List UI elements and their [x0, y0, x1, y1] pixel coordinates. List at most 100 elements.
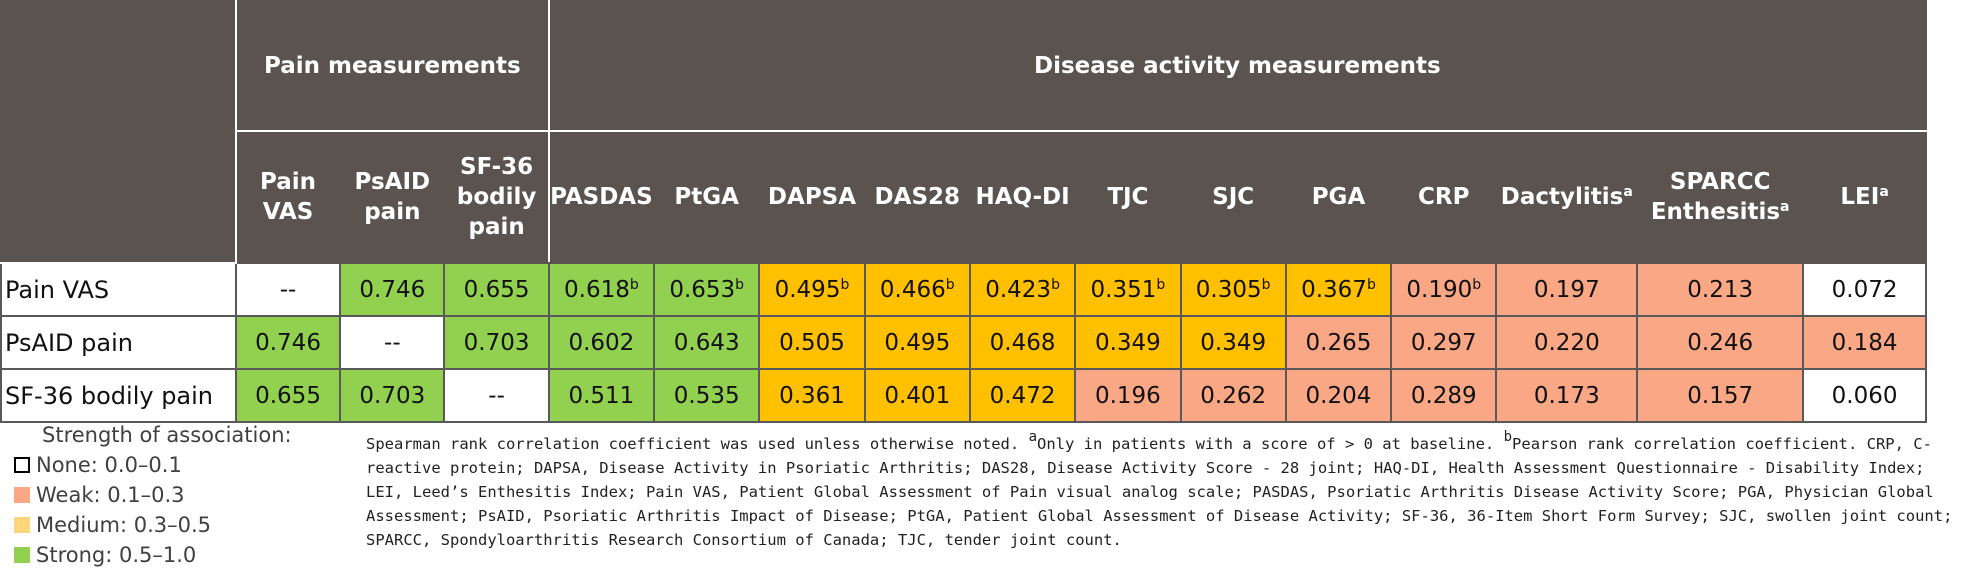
column-header: LEIa — [1802, 130, 1927, 264]
cell-value: 0.746 — [359, 276, 426, 303]
cell-value: 0.643 — [673, 329, 740, 356]
table-cell: 0.197 — [1495, 262, 1639, 317]
cell-value: 0.349 — [1200, 329, 1267, 356]
table-cell: 0.472 — [968, 368, 1077, 423]
cell-value: 0.367 — [1301, 276, 1367, 303]
cell-sup: b — [840, 276, 850, 293]
column-header-label: Pain VAS — [260, 169, 317, 225]
cell-value: 0.265 — [1305, 329, 1372, 356]
table-cell: 0.157 — [1636, 368, 1805, 423]
column-header-label: PsAID pain — [354, 169, 431, 225]
table-cell: 0.643 — [653, 315, 761, 370]
legend-title: Strength of association: — [42, 423, 292, 447]
table-row: Pain VAS -- 0.746 0.655 0.618b 0.653b 0.495b 0.… — [0, 262, 1927, 317]
column-header: DAS28 — [863, 130, 971, 264]
table-cell: 0.655 — [234, 368, 342, 423]
row-label: PsAID pain — [0, 315, 237, 370]
table-cell: 0.468 — [968, 315, 1077, 370]
table-cell: 0.653b — [653, 262, 761, 317]
column-header-label: DAPSA — [767, 184, 857, 210]
cell-value: 0.204 — [1305, 382, 1372, 409]
cell-value: 0.262 — [1200, 382, 1267, 409]
cell-value: 0.468 — [989, 329, 1056, 356]
footnote-sup-a: a — [1028, 429, 1037, 445]
table-cell: 0.265 — [1284, 315, 1393, 370]
table-cell: 0.220 — [1495, 315, 1639, 370]
table-cell: 0.204 — [1284, 368, 1393, 423]
column-header-row: Pain VAS PsAID pain SF-36 bodily pain PASDA… — [1, 130, 1927, 264]
cell-value: 0.655 — [463, 276, 530, 303]
column-header-label: PASDAS — [550, 184, 653, 210]
cell-sup: b — [1366, 276, 1376, 293]
table-cell: 0.401 — [863, 368, 971, 423]
table-cell: 0.060 — [1802, 368, 1927, 423]
table-row: PsAID pain 0.746 -- 0.703 0.602 0.643 0.505 0.4… — [0, 315, 1927, 370]
cell-value: 0.495 — [884, 329, 951, 356]
table-cell: 0.495 — [863, 315, 971, 370]
cell-value: 0.213 — [1687, 276, 1754, 303]
legend: Strength of association: None: 0.0–0.1 We… — [14, 423, 292, 570]
table-cell: 0.423b — [968, 262, 1077, 317]
group-header-pain: Pain measurements — [234, 0, 550, 132]
table-cell: -- — [234, 262, 342, 317]
cell-value: 0.466 — [879, 276, 946, 303]
column-header: TJC — [1074, 130, 1182, 264]
column-header-label: TJC — [1107, 184, 1149, 210]
table-cell: 0.703 — [339, 368, 446, 423]
cell-value: 0.190 — [1406, 276, 1473, 303]
table-cell: 0.746 — [339, 262, 446, 317]
cell-value: 0.184 — [1831, 329, 1898, 356]
table-cell: 0.361 — [758, 368, 866, 423]
cell-value: 0.505 — [779, 329, 845, 356]
cell-value: 0.246 — [1687, 329, 1754, 356]
cell-sup: b — [1472, 276, 1482, 293]
legend-items: None: 0.0–0.1 Weak: 0.1–0.3 Medium: 0.3–0.… — [14, 450, 292, 570]
footnote: Spearman rank correlation coefficient wa… — [366, 429, 1960, 552]
table-cell: 0.297 — [1390, 315, 1498, 370]
table-cell: 0.746 — [234, 315, 342, 370]
column-header: HAQ-DI — [968, 130, 1077, 264]
cell-value: 0.361 — [779, 382, 845, 409]
footnote-part-3: Pearson rank correlation coefficient. CR… — [366, 435, 1953, 549]
legend-swatch — [14, 517, 30, 533]
column-header: Pain VAS — [234, 130, 342, 264]
cell-sup: b — [1156, 276, 1166, 293]
cell-value: 0.472 — [989, 382, 1056, 409]
column-header-label: SPARCC Enthesitis — [1650, 169, 1781, 225]
column-header: SPARCC Enthesitisa — [1636, 130, 1805, 264]
legend-label: Strong: 0.5–1.0 — [36, 543, 197, 567]
cell-value: 0.602 — [568, 329, 635, 356]
column-header: SJC — [1179, 130, 1287, 264]
cell-value: -- — [279, 276, 297, 303]
table-cell: 0.349 — [1074, 315, 1182, 370]
cell-value: 0.305 — [1195, 276, 1262, 303]
cell-value: -- — [384, 329, 401, 356]
table-cell: 0.289 — [1390, 368, 1498, 423]
table-cell: 0.655 — [443, 262, 550, 317]
table-cell: 0.351b — [1074, 262, 1182, 317]
cell-value: 0.289 — [1410, 382, 1477, 409]
cell-sup: b — [1051, 276, 1060, 293]
table-row: SF-36 bodily pain 0.655 0.703 -- 0.511 0.535 0… — [0, 368, 1927, 423]
table-cell: 0.072 — [1802, 262, 1927, 317]
table-cell: 0.305b — [1179, 262, 1287, 317]
column-header-label: DAS28 — [874, 184, 961, 210]
corner-cell — [0, 0, 237, 264]
table-cell: 0.262 — [1179, 368, 1287, 423]
table-cell: -- — [443, 368, 550, 423]
column-header-sup: a — [1879, 184, 1889, 200]
cell-value: 0.401 — [884, 382, 951, 409]
column-header-label: SJC — [1212, 184, 1255, 210]
column-header: SF-36 bodily pain — [443, 130, 550, 264]
cell-value: 0.703 — [359, 382, 426, 409]
column-header-label: SF-36 bodily pain — [456, 154, 537, 240]
cell-value: 0.495 — [774, 276, 841, 303]
cell-value: 0.220 — [1533, 329, 1600, 356]
cell-value: 0.072 — [1831, 276, 1898, 303]
cell-sup: b — [1261, 276, 1271, 293]
table-cell: 0.196 — [1074, 368, 1182, 423]
cell-value: 0.351 — [1090, 276, 1157, 303]
cell-value: 0.703 — [463, 329, 530, 356]
legend-item: Medium: 0.3–0.5 — [14, 510, 292, 540]
cell-value: 0.349 — [1094, 329, 1161, 356]
